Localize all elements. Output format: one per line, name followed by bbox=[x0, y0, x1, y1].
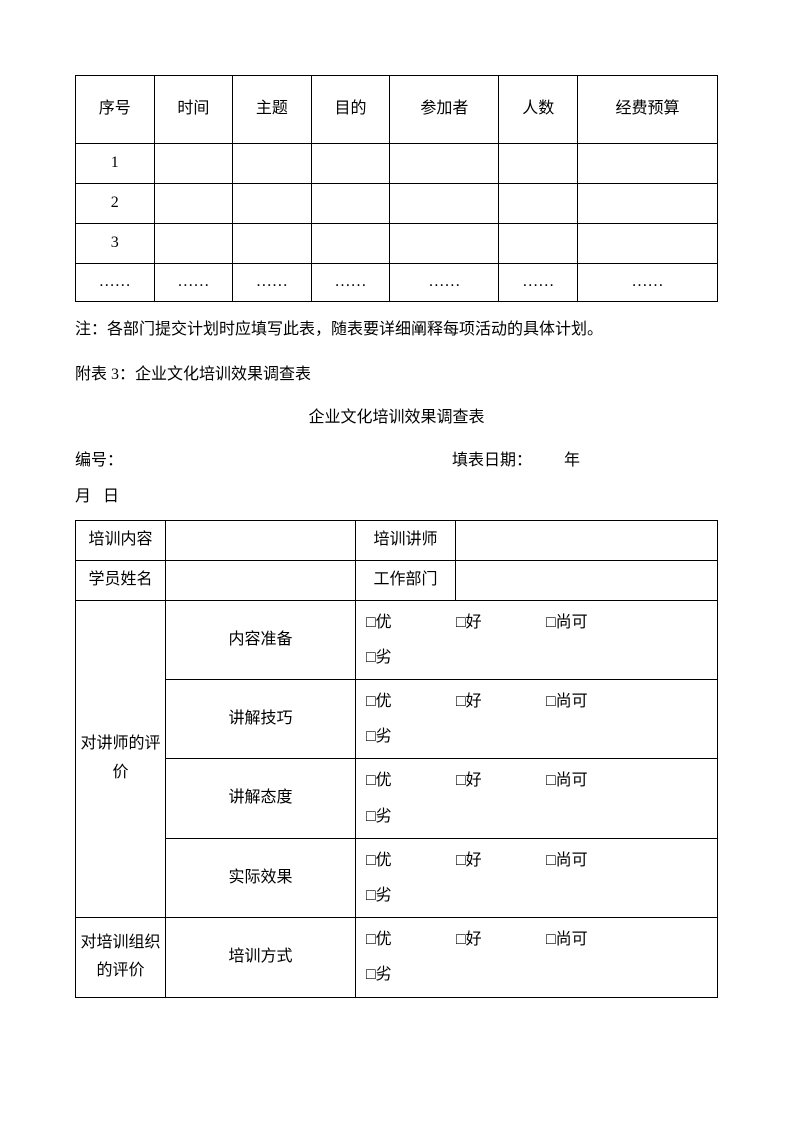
meta-line: 编号： 填表日期： 年 bbox=[75, 443, 718, 478]
eval-item: 讲解态度 bbox=[166, 759, 356, 838]
table-row: …… …… …… …… …… …… …… bbox=[76, 264, 718, 302]
serial-label: 编号： bbox=[75, 443, 448, 478]
table1-header: 参加者 bbox=[390, 76, 499, 144]
month-suffix: 月 bbox=[75, 488, 91, 505]
date-label: 填表日期： bbox=[452, 452, 532, 469]
note-text: 注：各部门提交计划时应填写此表，随表要详细阐释每项活动的具体计划。 bbox=[75, 312, 718, 347]
table-row: 3 bbox=[76, 224, 718, 264]
student-name-value bbox=[166, 560, 356, 600]
eval-item: 培训方式 bbox=[166, 918, 356, 997]
eval-item: 实际效果 bbox=[166, 838, 356, 917]
year-suffix: 年 bbox=[564, 452, 580, 469]
table1-header: 序号 bbox=[76, 76, 155, 144]
day-suffix: 日 bbox=[103, 488, 119, 505]
table1-header: 经费预算 bbox=[578, 76, 718, 144]
eval-item: 讲解技巧 bbox=[166, 680, 356, 759]
table1-header: 目的 bbox=[311, 76, 390, 144]
instructor-eval-label: 对讲师的评价 bbox=[76, 600, 166, 918]
instructor-value bbox=[456, 520, 718, 560]
table-row: 实际效果 □优□好□尚可 □劣 bbox=[76, 838, 718, 917]
eval-item: 内容准备 bbox=[166, 600, 356, 679]
eval-options: □优□好□尚可 □劣 bbox=[356, 680, 718, 759]
table-row: 学员姓名 工作部门 bbox=[76, 560, 718, 600]
table1-header: 时间 bbox=[154, 76, 233, 144]
table-row: 讲解态度 □优□好□尚可 □劣 bbox=[76, 759, 718, 838]
table-row: 培训内容 培训讲师 bbox=[76, 520, 718, 560]
table-row: 讲解技巧 □优□好□尚可 □劣 bbox=[76, 680, 718, 759]
table-row: 2 bbox=[76, 184, 718, 224]
appendix-label: 附表 3：企业文化培训效果调查表 bbox=[75, 357, 718, 392]
meta-line-2: 月 日 bbox=[75, 479, 718, 514]
table-row: 对讲师的评价 内容准备 □优□好□尚可 □劣 bbox=[76, 600, 718, 679]
activity-plan-table: 序号 时间 主题 目的 参加者 人数 经费预算 1 2 3 …… …… …… bbox=[75, 75, 718, 302]
training-content-label: 培训内容 bbox=[76, 520, 166, 560]
table1-header: 人数 bbox=[499, 76, 578, 144]
eval-options: □优□好□尚可 □劣 bbox=[356, 759, 718, 838]
eval-options: □优□好□尚可 □劣 bbox=[356, 838, 718, 917]
table-row: 对培训组织的评价 培训方式 □优□好□尚可 □劣 bbox=[76, 918, 718, 997]
survey-title: 企业文化培训效果调查表 bbox=[75, 400, 718, 435]
department-label: 工作部门 bbox=[356, 560, 456, 600]
survey-table: 培训内容 培训讲师 学员姓名 工作部门 对讲师的评价 内容准备 □优□好□尚可 … bbox=[75, 520, 718, 998]
table1-header: 主题 bbox=[233, 76, 312, 144]
eval-options: □优□好□尚可 □劣 bbox=[356, 918, 718, 997]
training-content-value bbox=[166, 520, 356, 560]
instructor-label: 培训讲师 bbox=[356, 520, 456, 560]
student-name-label: 学员姓名 bbox=[76, 560, 166, 600]
eval-options: □优□好□尚可 □劣 bbox=[356, 600, 718, 679]
table-row: 1 bbox=[76, 144, 718, 184]
org-eval-label: 对培训组织的评价 bbox=[76, 918, 166, 997]
department-value bbox=[456, 560, 718, 600]
